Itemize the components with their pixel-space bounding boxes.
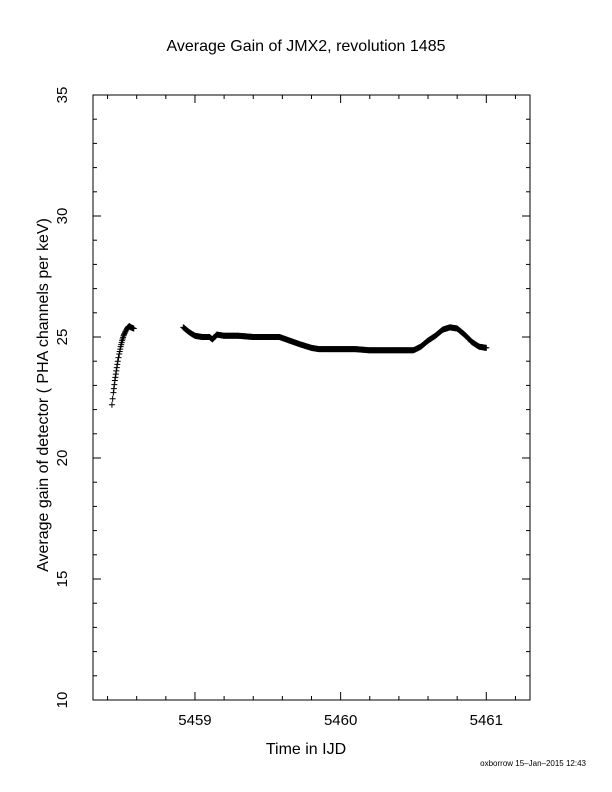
data-point [109, 395, 116, 402]
y-tick-label: 35 [54, 87, 71, 104]
y-tick-label: 30 [54, 208, 71, 225]
axis-ticks [93, 94, 530, 701]
y-axis-label: Average gain of detector ( PHA channels … [35, 218, 52, 572]
data-point [483, 344, 490, 351]
tick-labels: 10 15 20 25 30 35 5459 5460 5461 [54, 87, 503, 729]
x-tick-label: 5460 [324, 712, 357, 729]
x-axis-label: Time in IJD [266, 741, 346, 758]
chart-title: Average Gain of JMX2, revolution 1485 [167, 38, 446, 55]
data-markers [108, 323, 490, 408]
footer-timestamp: oxborrow 15–Jan–2015 12:43 [480, 759, 586, 768]
data-point [108, 401, 115, 408]
y-tick-label: 25 [54, 329, 71, 346]
y-tick-label: 20 [54, 450, 71, 467]
x-tick-label: 5461 [470, 712, 503, 729]
plot-frame [92, 94, 531, 701]
data-point [115, 354, 122, 361]
y-tick-label: 10 [54, 692, 71, 709]
y-tick-label: 15 [54, 571, 71, 588]
data-point [130, 325, 137, 332]
x-tick-label: 5459 [178, 712, 211, 729]
data-point [114, 358, 121, 365]
